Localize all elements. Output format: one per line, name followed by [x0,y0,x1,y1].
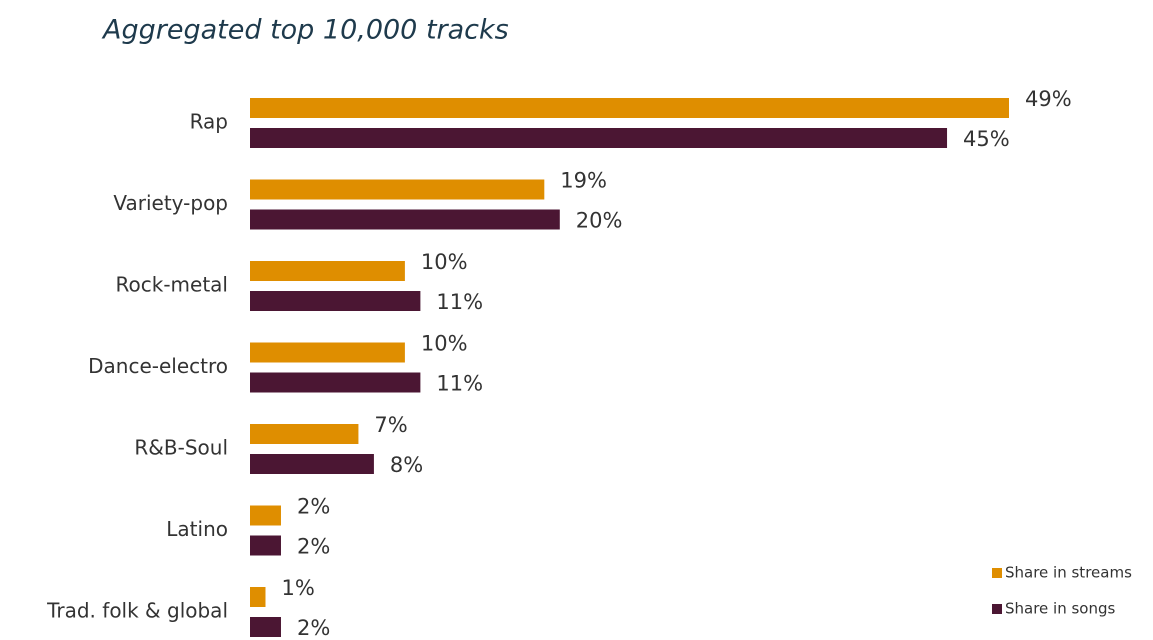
value-label: 8% [390,453,423,477]
chart-title: Aggregated top 10,000 tracks [101,15,509,46]
legend-swatch [992,568,1002,578]
category-label: Dance-electro [88,354,228,378]
value-label: 7% [374,413,407,437]
legend-swatch [992,604,1002,614]
bar [250,424,359,444]
category-label: R&B-Soul [134,436,228,460]
value-label: 20% [576,209,623,233]
value-label: 2% [297,535,330,559]
bar [250,617,281,637]
bar [250,261,405,281]
bar [250,209,560,230]
bar [250,128,948,148]
bar [250,179,545,200]
value-label: 10% [421,250,468,274]
value-label: 19% [560,169,607,193]
value-label: 49% [1025,87,1072,111]
bar [250,372,421,393]
category-label: Rock-metal [116,273,228,297]
value-label: 11% [436,290,483,314]
category-label: Variety-pop [113,191,228,215]
category-label: Latino [166,517,228,541]
bar [250,587,266,607]
category-label: Trad. folk & global [46,599,228,623]
value-label: 2% [297,616,330,640]
value-label: 10% [421,332,468,356]
bar [250,454,374,474]
value-label: 2% [297,495,330,519]
bar [250,342,405,363]
bar [250,505,281,526]
legend-label: Share in songs [1005,600,1116,618]
value-label: 11% [436,372,483,396]
legend-label: Share in streams [1005,564,1132,582]
value-label: 1% [281,576,314,600]
value-label: 45% [963,127,1010,151]
bar [250,291,421,311]
bar [250,98,1009,118]
category-label: Rap [190,110,228,134]
bar [250,535,281,556]
